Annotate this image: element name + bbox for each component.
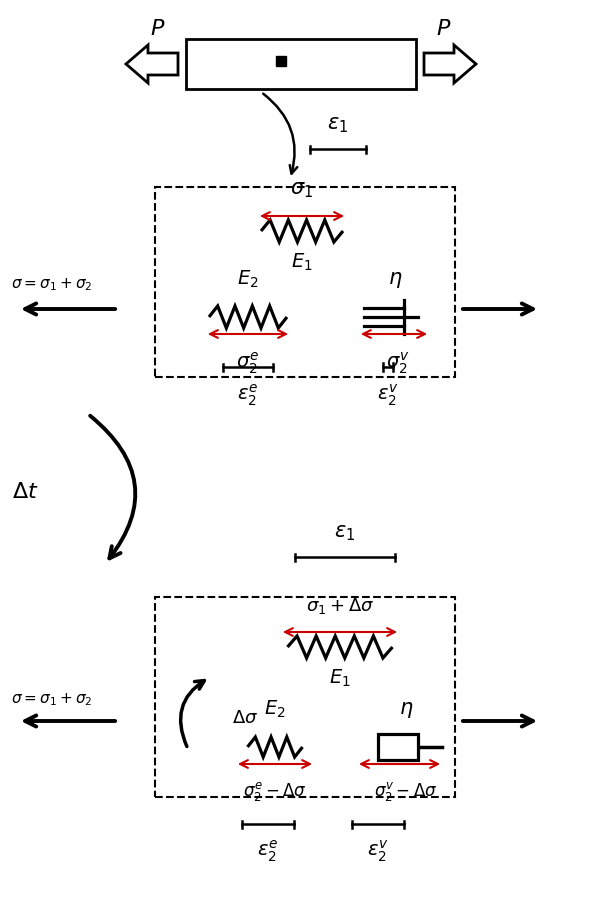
Polygon shape: [276, 57, 286, 67]
Text: $\varepsilon_2^v$: $\varepsilon_2^v$: [377, 381, 399, 407]
Text: $\eta$: $\eta$: [399, 699, 413, 720]
Text: $\Delta t$: $\Delta t$: [11, 482, 39, 502]
Text: $\sigma_2^e$: $\sigma_2^e$: [236, 349, 259, 375]
Text: $\sigma_1 + \Delta\sigma$: $\sigma_1 + \Delta\sigma$: [306, 596, 374, 616]
FancyArrow shape: [424, 46, 476, 84]
Bar: [378, 734, 418, 760]
Text: $\Delta\sigma$: $\Delta\sigma$: [232, 709, 258, 726]
Text: $P$: $P$: [150, 19, 166, 39]
Text: $\varepsilon_1$: $\varepsilon_1$: [335, 522, 356, 542]
Text: $\sigma = \sigma_1 + \sigma_2$: $\sigma = \sigma_1 + \sigma_2$: [11, 277, 93, 293]
Text: $E_2$: $E_2$: [237, 268, 259, 289]
Text: $\varepsilon_2^e$: $\varepsilon_2^e$: [257, 838, 279, 864]
Text: $E_1$: $E_1$: [291, 252, 313, 273]
FancyArrow shape: [126, 46, 178, 84]
Text: $\eta$: $\eta$: [388, 269, 402, 289]
Text: $E_1$: $E_1$: [329, 667, 351, 688]
Text: $\sigma_2^v$: $\sigma_2^v$: [387, 349, 410, 375]
Text: $\varepsilon_1$: $\varepsilon_1$: [327, 115, 349, 135]
Text: $\sigma_2^v - \Delta\sigma$: $\sigma_2^v - \Delta\sigma$: [374, 779, 438, 802]
Text: $\varepsilon_2^e$: $\varepsilon_2^e$: [238, 381, 259, 407]
Text: $\sigma_1$: $\sigma_1$: [291, 180, 314, 199]
Text: $\sigma_2^e - \Delta\sigma$: $\sigma_2^e - \Delta\sigma$: [243, 779, 307, 802]
Bar: [186, 40, 416, 90]
Text: $\varepsilon_2^v$: $\varepsilon_2^v$: [367, 838, 389, 864]
Text: $\sigma = \sigma_1 + \sigma_2$: $\sigma = \sigma_1 + \sigma_2$: [11, 691, 93, 708]
Text: $P$: $P$: [437, 19, 452, 39]
Text: $E_2$: $E_2$: [264, 698, 286, 720]
